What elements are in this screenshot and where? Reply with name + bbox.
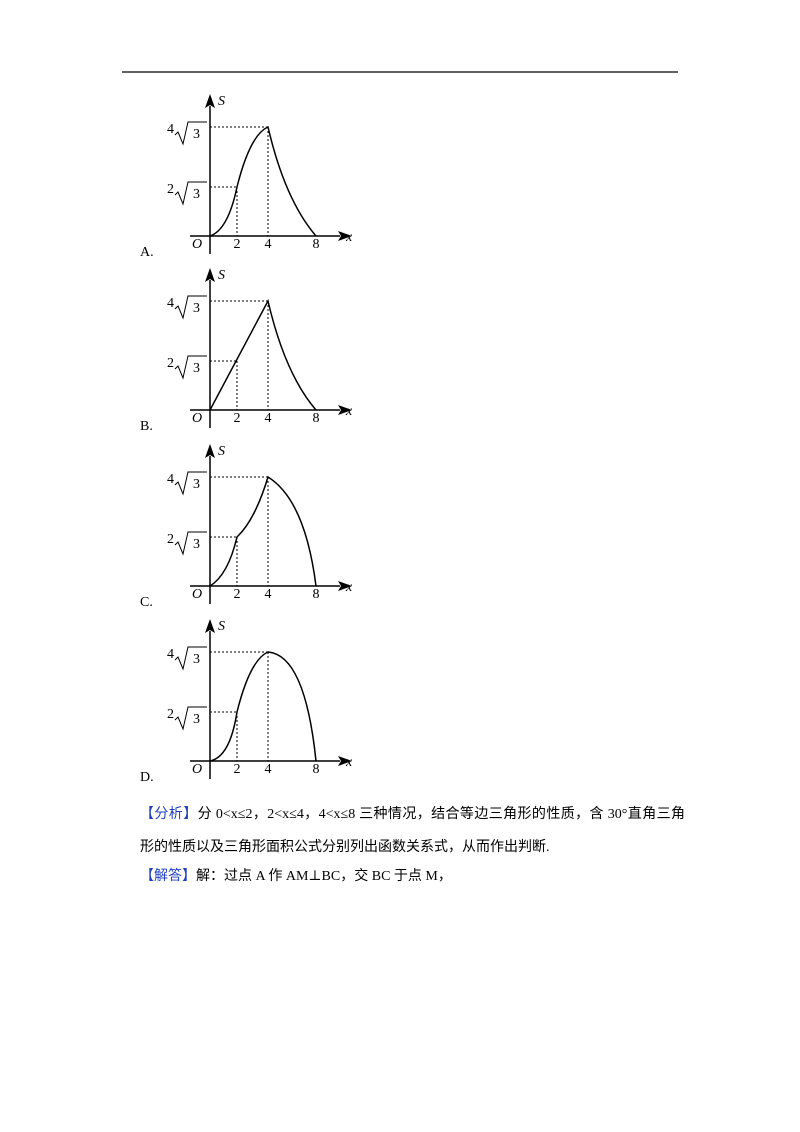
- y-axis-label: S: [218, 619, 225, 634]
- option-label: D.: [140, 770, 154, 785]
- x-axis-label: x: [345, 580, 353, 595]
- radical: [174, 471, 207, 496]
- analysis: 【分析】分 0<x≤2，2<x≤4，4<x≤8 三种情况，结合等边三角形的性质，…: [140, 798, 685, 864]
- x-tick-label: 4: [265, 411, 272, 426]
- y-tick-radicand: 3: [193, 712, 200, 727]
- x-tick-label: 8: [313, 762, 320, 777]
- y-axis-label: S: [218, 444, 225, 459]
- y-arrow: [205, 444, 215, 458]
- x-axis-label: x: [345, 755, 353, 770]
- curve: [209, 475, 317, 587]
- y-tick-coef: 4: [167, 647, 174, 662]
- solution-text: 解：过点 A 作 AM⊥BC，交 BC 于点 M，: [196, 869, 452, 884]
- x-arrow: [338, 756, 352, 766]
- solution-tag: 【解答】: [140, 869, 196, 884]
- radical: [174, 355, 207, 380]
- y-tick-coef: 2: [167, 532, 174, 547]
- y-arrow: [205, 268, 215, 282]
- x-tick-label: 4: [265, 587, 272, 602]
- y-tick-coef: 2: [167, 182, 174, 197]
- origin-label: O: [192, 411, 202, 426]
- x-axis-label: x: [345, 230, 353, 245]
- y-tick-radicand: 3: [193, 537, 200, 552]
- y-tick-radicand: 3: [193, 361, 200, 376]
- x-axis-label: x: [345, 404, 353, 419]
- curve: [209, 298, 317, 411]
- x-tick-label: 8: [313, 411, 320, 426]
- option-label: C.: [140, 595, 153, 610]
- y-tick-radicand: 3: [193, 301, 200, 316]
- x-tick-label: 2: [234, 587, 241, 602]
- x-tick-label: 8: [313, 587, 320, 602]
- y-tick-coef: 2: [167, 356, 174, 371]
- solution: 【解答】解：过点 A 作 AM⊥BC，交 BC 于点 M，: [140, 860, 685, 893]
- analysis-text: 分 0<x≤2，2<x≤4，4<x≤8 三种情况，结合等边三角形的性质，含 30…: [140, 807, 686, 855]
- radical: [174, 646, 207, 671]
- y-tick-radicand: 3: [193, 652, 200, 667]
- x-tick-label: 2: [234, 237, 241, 252]
- x-arrow: [338, 405, 352, 415]
- origin-label: O: [192, 587, 202, 602]
- y-tick-radicand: 3: [193, 127, 200, 142]
- radical: [174, 181, 207, 206]
- radical: [174, 531, 207, 556]
- y-arrow: [205, 619, 215, 633]
- y-tick-coef: 4: [167, 122, 174, 137]
- option-label: A.: [140, 245, 154, 260]
- y-tick-coef: 2: [167, 707, 174, 722]
- y-tick-radicand: 3: [193, 477, 200, 492]
- radical: [174, 706, 207, 731]
- x-tick-label: 8: [313, 237, 320, 252]
- y-tick-coef: 4: [167, 296, 174, 311]
- origin-label: O: [192, 762, 202, 777]
- x-arrow: [338, 231, 352, 241]
- radical: [174, 121, 207, 146]
- x-tick-label: 4: [265, 762, 272, 777]
- x-tick-label: 2: [234, 762, 241, 777]
- radical: [174, 295, 207, 320]
- curve: [209, 125, 317, 237]
- x-tick-label: 2: [234, 411, 241, 426]
- option-label: B.: [140, 419, 153, 434]
- origin-label: O: [192, 237, 202, 252]
- curve: [209, 651, 317, 762]
- x-tick-label: 4: [265, 237, 272, 252]
- y-axis-label: S: [218, 268, 225, 283]
- x-arrow: [338, 581, 352, 591]
- y-arrow: [205, 94, 215, 108]
- analysis-tag: 【分析】: [140, 807, 198, 822]
- y-tick-radicand: 3: [193, 187, 200, 202]
- y-tick-coef: 4: [167, 472, 174, 487]
- y-axis-label: S: [218, 94, 225, 109]
